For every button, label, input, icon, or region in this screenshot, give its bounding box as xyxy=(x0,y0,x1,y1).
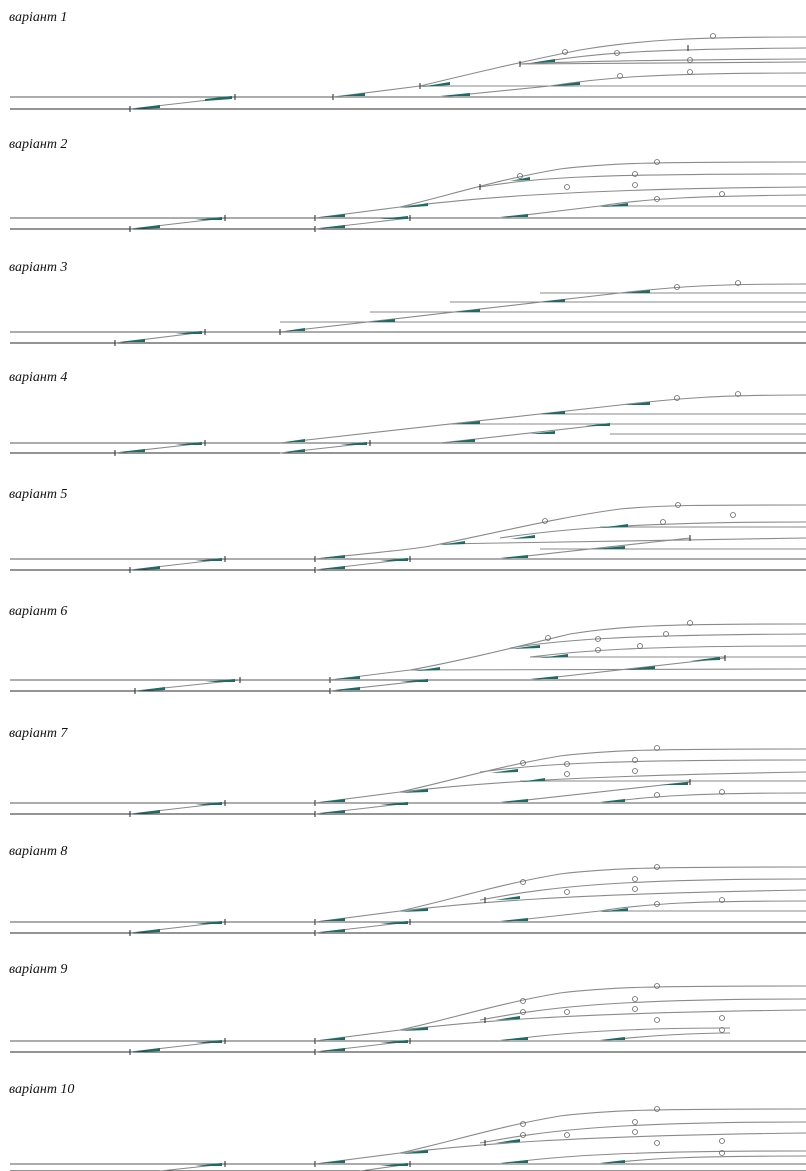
track-layout xyxy=(10,864,806,936)
variant-label: варіант 2 xyxy=(9,137,68,152)
track-layout xyxy=(10,159,806,232)
variant-label: варіант 8 xyxy=(9,844,68,859)
variant-3: варіант 3 xyxy=(0,250,806,367)
track-layout xyxy=(10,620,806,694)
variant-label: варіант 9 xyxy=(9,962,68,977)
variant-label: варіант 7 xyxy=(9,726,68,741)
variant-label: варіант 4 xyxy=(9,370,68,385)
variant-8: варіант 8 xyxy=(0,834,806,951)
variant-6: варіант 6 xyxy=(0,594,806,711)
variant-9: варіант 9 xyxy=(0,952,806,1069)
track-layout xyxy=(10,1106,806,1171)
track-layout xyxy=(10,502,806,573)
variant-10: варіант 10 xyxy=(0,1072,806,1171)
track-layout xyxy=(10,983,806,1055)
variant-1: варіант 1 xyxy=(0,0,806,117)
variant-label: варіант 3 xyxy=(9,260,68,275)
variant-label: варіант 5 xyxy=(9,487,68,502)
variant-label: варіант 10 xyxy=(9,1082,75,1097)
track-layout xyxy=(10,33,806,112)
variant-label: варіант 1 xyxy=(9,10,68,25)
variant-2: варіант 2 xyxy=(0,127,806,244)
variant-label: варіант 6 xyxy=(9,604,68,619)
track-layout xyxy=(10,280,806,346)
track-layout xyxy=(10,745,806,817)
variant-7: варіант 7 xyxy=(0,716,806,833)
variant-5: варіант 5 xyxy=(0,477,806,594)
track-layout xyxy=(10,391,806,456)
variant-4: варіант 4 xyxy=(0,360,806,477)
